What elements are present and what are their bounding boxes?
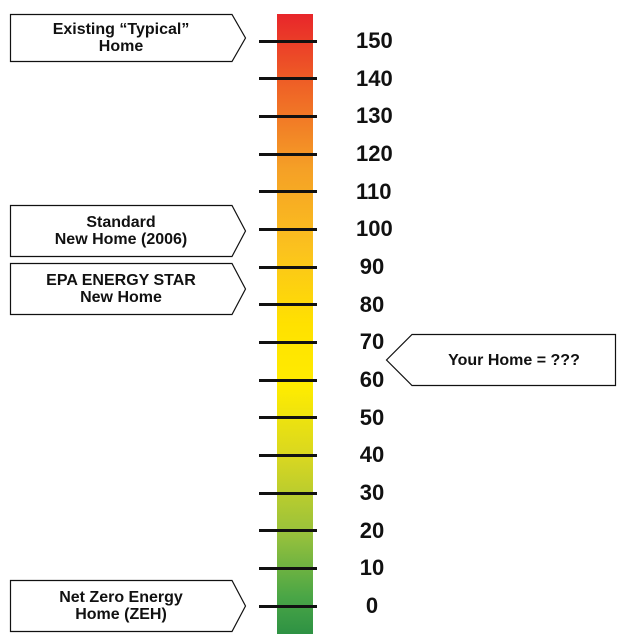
callout-arrow-shape — [9, 262, 247, 316]
scale-tick-110 — [259, 190, 317, 194]
scale-tick-label-50: 50 — [359, 404, 385, 430]
callout-your-home-text: Your Home = ??? — [448, 351, 580, 369]
scale-tick-label-70: 70 — [359, 329, 385, 355]
callout-arrow-shape — [9, 204, 247, 258]
scale-tick-0 — [259, 604, 317, 608]
scale-tick-label-0: 0 — [365, 593, 379, 618]
scale-tick-label-30: 30 — [359, 480, 385, 505]
callout-arrow-shape — [385, 333, 617, 387]
scale-tick-label-20: 20 — [359, 517, 385, 543]
callout-arrow-shape — [9, 579, 247, 633]
callout-existing-home: Existing “Typical” Home — [9, 13, 247, 63]
scale-tick-50 — [259, 416, 317, 420]
scale-tick-label-130: 130 — [356, 103, 393, 129]
scale-tick-10 — [259, 566, 317, 570]
scale-tick-90 — [259, 265, 317, 269]
callout-standard-new-home-text: Standard New Home (2006) — [54, 214, 188, 248]
scale-tick-label-140: 140 — [356, 65, 393, 91]
scale-tick-20 — [259, 529, 317, 533]
scale-tick-label-60: 60 — [359, 367, 385, 392]
callout-arrow-shape — [9, 13, 247, 63]
scale-tick-30 — [259, 491, 317, 495]
scale-tick-120 — [259, 152, 317, 156]
scale-tick-60 — [259, 378, 317, 382]
callout-your-home: Your Home = ??? — [385, 333, 617, 387]
callout-energy-star: EPA ENERGY STAR New Home — [9, 262, 247, 316]
scale-tick-130 — [259, 114, 317, 118]
scale-tick-100 — [259, 227, 317, 231]
scale-tick-70 — [259, 340, 317, 344]
scale-tick-150 — [259, 39, 317, 43]
color-scale-bar — [277, 14, 313, 634]
scale-tick-140 — [259, 77, 317, 81]
scale-tick-label-40: 40 — [359, 442, 385, 468]
scale-tick-label-100: 100 — [356, 216, 393, 242]
callout-energy-star-text: EPA ENERGY STAR New Home — [46, 272, 196, 306]
callout-standard-new-home: Standard New Home (2006) — [9, 204, 247, 258]
scale-tick-80 — [259, 303, 317, 307]
callout-existing-home-text: Existing “Typical” Home — [52, 21, 190, 55]
scale-tick-label-150: 150 — [356, 28, 393, 53]
scale-tick-label-90: 90 — [359, 254, 385, 279]
callout-net-zero: Net Zero Energy Home (ZEH) — [9, 579, 247, 633]
scale-tick-label-80: 80 — [359, 291, 385, 317]
scale-tick-40 — [259, 453, 317, 457]
scale-tick-label-120: 120 — [356, 141, 393, 166]
callout-net-zero-text: Net Zero Energy Home (ZEH) — [59, 589, 183, 623]
scale-tick-label-110: 110 — [356, 178, 392, 204]
scale-tick-label-10: 10 — [359, 555, 385, 581]
